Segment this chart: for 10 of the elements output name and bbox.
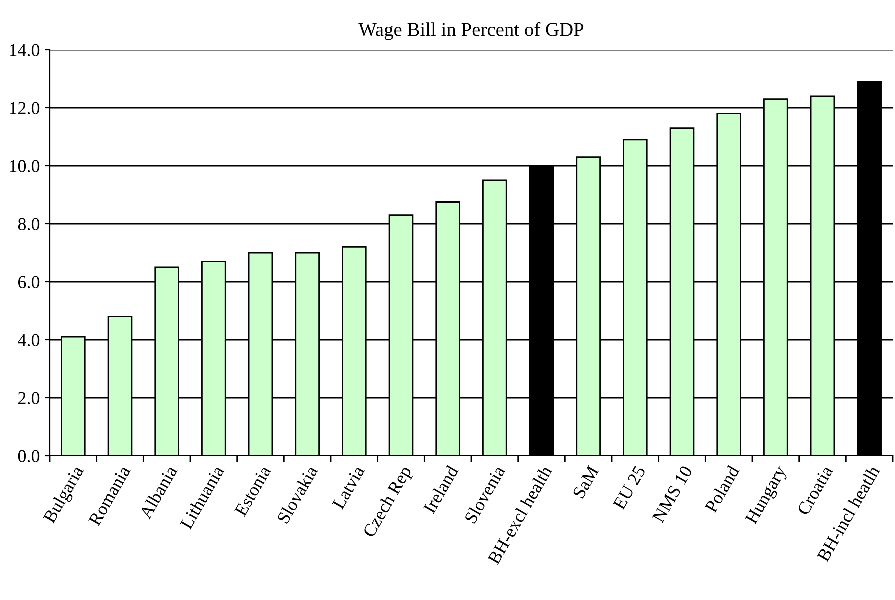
x-tick-label: EU 25 — [612, 465, 646, 511]
y-tick-label: 8.0 — [18, 218, 40, 231]
y-tick-label: 14.0 — [10, 44, 40, 57]
y-tick-label: 4.0 — [18, 334, 40, 347]
y-tick-label: 10.0 — [10, 160, 40, 173]
y-tick-label: 0.0 — [18, 450, 40, 463]
y-tick-label: 12.0 — [10, 102, 40, 115]
chart-title: Wage Bill in Percent of GDP — [358, 22, 584, 40]
y-tick-label: 6.0 — [18, 276, 40, 289]
y-tick-label: 2.0 — [18, 392, 40, 405]
